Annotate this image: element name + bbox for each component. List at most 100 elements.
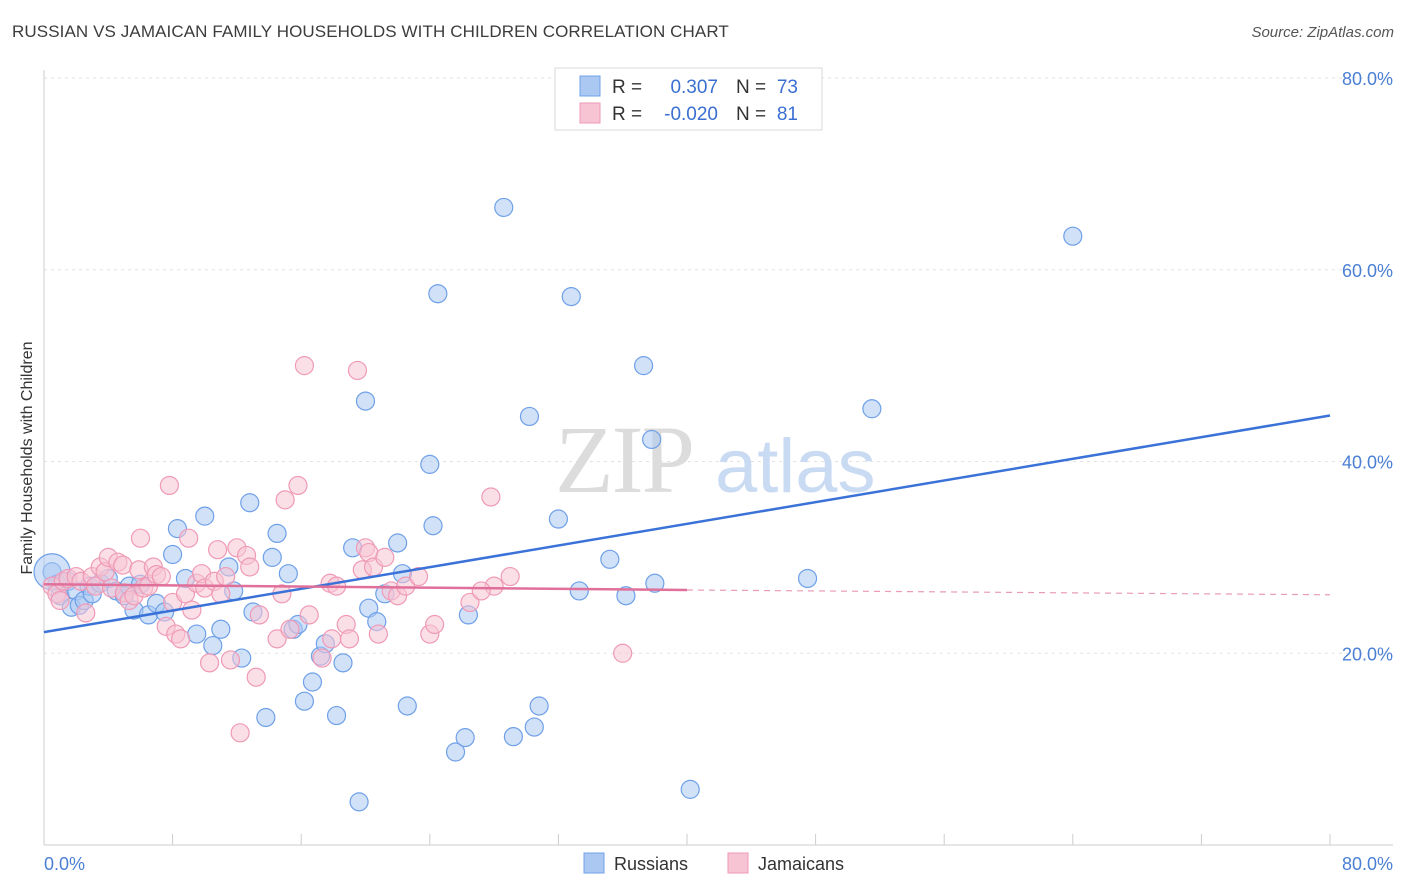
russians-point-45 [349,792,369,812]
russians-point-75 [1063,226,1083,246]
watermark: ZIP atlas [555,406,876,513]
russians-point-53 [420,454,440,474]
russians-point-63 [529,696,549,716]
y-axis-title: Family Households with Children [19,342,36,575]
russians-point-32 [256,707,276,728]
jamaicans-point-52 [280,619,300,639]
jamaicans-point-7 [76,603,96,623]
jamaicans-point-32 [179,528,199,548]
x-tick-label-min: 0.0% [44,854,85,874]
russians-point-66 [569,581,589,601]
jamaicans-point-30 [171,629,191,649]
legend-top: R = 0.307 N = 73 R = -0.020 N = 81 [554,67,823,131]
jamaicans-point-61 [339,629,360,649]
trend-lines [43,414,1331,634]
jamaicans-point-56 [312,648,332,668]
russians-point-59 [494,197,514,218]
legend-n-value-jamaicans: 81 [777,104,798,125]
jamaicans-point-49 [267,629,287,649]
jamaicans-trend-line [43,582,688,592]
jamaicans-point-67 [368,624,388,644]
russians-point-55 [428,284,448,304]
russians-point-61 [519,406,540,427]
jamaicans-point-68 [375,547,395,567]
axes [43,70,1393,846]
russians-point-70 [642,429,662,450]
russians-point-67 [600,549,620,569]
russians-point-71 [645,573,665,593]
jamaicans-point-42 [220,650,241,670]
legend-r-value-jamaicans: -0.020 [664,104,718,125]
watermark-atlas: atlas [715,424,876,509]
russians-point-74 [862,399,882,419]
jamaicans-point-58 [322,629,342,649]
jamaicans-point-44 [230,723,250,743]
chart-source: Source: ZipAtlas.com [1251,24,1394,41]
russians-point-62 [524,717,544,737]
x-tick-label-max: 80.0% [1342,854,1393,874]
jamaicans-point-75 [460,592,480,613]
legend-bottom-swatch-jamaicans [727,852,749,874]
jamaicans-point-72 [408,566,429,587]
legend-bottom-swatch-russians [583,852,605,874]
jamaicans-point-55 [299,605,319,625]
jamaicans-point-80 [471,581,491,601]
jamaicans-point-39 [208,540,228,560]
watermark-zip: ZIP [555,406,693,513]
jamaicans-point-78 [500,566,520,587]
y-tick-label-40: 40.0% [1342,453,1393,473]
jamaicans-point-47 [246,667,266,687]
y-tick-labels: 20.0% 40.0% 60.0% 80.0% [1342,69,1393,664]
russians-point-46 [355,391,376,411]
russians-point-69 [633,356,654,376]
russians-point-65 [561,286,581,307]
legend-swatch-jamaicans [579,102,601,124]
russians-point-30 [240,493,260,513]
russians-point-38 [294,691,315,711]
russians-point-39 [302,672,323,692]
jamaicans-point-33 [182,600,202,620]
jamaicans-point-27 [159,475,179,496]
legend-bottom-label-russians: Russians [614,854,688,874]
russians-point-57 [455,728,475,748]
russians-point-23 [187,624,207,644]
jamaicans-point-41 [216,566,236,587]
y-tick-label-20: 20.0% [1342,644,1393,664]
russians-point-25 [203,635,223,656]
russians-point-35 [278,564,298,584]
jamaicans-point-25 [151,566,171,587]
x-ticks [43,834,1331,845]
jamaicans-point-76 [481,487,501,507]
russians-point-54 [423,516,443,536]
jamaicans-point-48 [249,605,270,625]
jamaicans-point-79 [613,643,633,663]
jamaicans-point-51 [275,490,295,510]
russians-point-24 [195,506,215,526]
russians-point-34 [267,523,287,544]
russians-point-26 [211,619,231,639]
jamaicans-point-74 [425,614,445,635]
y-tick-label-80: 80.0% [1342,69,1393,89]
legend-n-value-russians: 73 [777,77,798,98]
russians-point-68 [616,586,636,606]
jamaicans-point-37 [199,653,220,673]
legend-n-label-jamaicans: N = [736,104,766,125]
jamaicans-point-20 [130,528,151,548]
legend-r-label-russians: R = [612,77,642,98]
russians-point-60 [503,727,523,747]
jamaicans-point-62 [347,360,368,381]
legend-swatch-russians [579,75,601,97]
legend-r-label-jamaicans: R = [612,104,642,125]
chart-title: RUSSIAN VS JAMAICAN FAMILY HOUSEHOLDS WI… [12,22,729,41]
jamaicans-point-53 [288,475,308,496]
russians-point-43 [333,653,353,673]
russians-trend-line [43,414,1331,634]
russians-point-64 [548,509,569,529]
jamaicans-point-2 [50,590,70,611]
russians-point-72 [680,779,700,799]
russians-point-56 [445,742,466,762]
jamaicans-point-54 [294,356,315,376]
jamaicans-point-15 [113,555,133,575]
jamaicans-point-46 [240,557,260,577]
russians-point-42 [326,705,347,726]
